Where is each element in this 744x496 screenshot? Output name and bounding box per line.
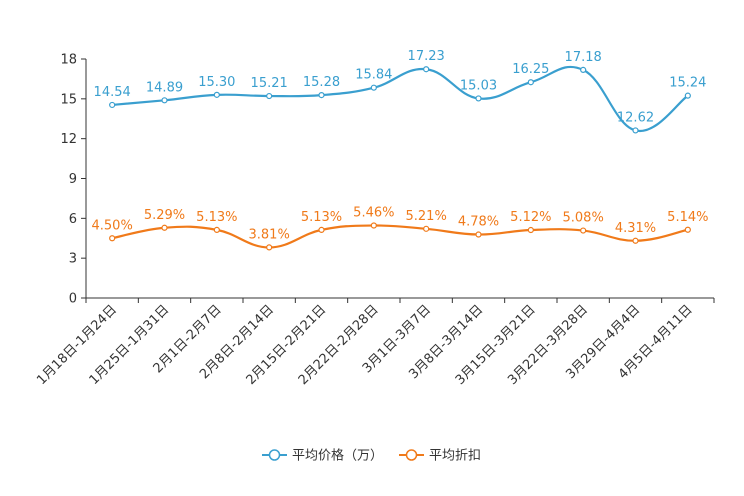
data-label: 12.62 xyxy=(617,110,654,125)
y-tick-label: 18 xyxy=(60,53,77,68)
y-tick-label: 15 xyxy=(60,92,77,107)
data-point[interactable] xyxy=(370,222,377,229)
series-0: 14.54 14.89 15.30 15.21 15.28 15.84 17.23 15.03… xyxy=(94,49,706,134)
data-label: 5.08% xyxy=(563,211,604,226)
data-label: 14.89 xyxy=(146,80,183,95)
data-label: 5.12% xyxy=(510,210,551,225)
data-label: 17.18 xyxy=(565,50,602,65)
y-tick-label: 12 xyxy=(60,132,77,147)
data-label: 5.29% xyxy=(144,208,185,223)
series-1: 4.50% 5.29% 5.13% 3.81% 5.13% 5.46% 5.21% 4.78%… xyxy=(92,206,708,251)
data-label: 16.25 xyxy=(512,62,549,77)
data-point[interactable] xyxy=(423,66,430,73)
data-label: 5.14% xyxy=(667,210,708,225)
data-label: 5.13% xyxy=(301,210,342,225)
data-point[interactable] xyxy=(684,226,691,233)
data-label: 15.03 xyxy=(460,78,497,93)
legend-label: 平均价格（万） xyxy=(292,448,383,464)
data-label: 15.30 xyxy=(198,75,235,90)
data-point[interactable] xyxy=(213,91,220,98)
data-label: 17.23 xyxy=(408,49,445,64)
data-point[interactable] xyxy=(423,225,430,232)
y-tick-label: 9 xyxy=(69,172,77,187)
data-point[interactable] xyxy=(475,95,482,102)
legend[interactable]: 平均价格（万） 平均折扣 xyxy=(262,448,481,464)
series-layer: 14.54 14.89 15.30 15.21 15.28 15.84 17.23 15.03… xyxy=(92,49,708,251)
legend-item[interactable]: 平均价格（万） xyxy=(262,448,383,464)
y-tick-label: 3 xyxy=(69,252,77,267)
data-label: 3.81% xyxy=(249,227,290,242)
data-point[interactable] xyxy=(161,97,168,104)
data-point[interactable] xyxy=(684,92,691,99)
series-line xyxy=(111,224,689,249)
data-point[interactable] xyxy=(580,227,587,234)
data-label: 14.54 xyxy=(94,85,131,100)
data-label: 4.50% xyxy=(92,218,133,233)
data-point[interactable] xyxy=(213,226,220,233)
data-point[interactable] xyxy=(370,84,377,91)
y-tick-label: 0 xyxy=(69,292,77,307)
legend-item[interactable]: 平均折扣 xyxy=(399,449,481,464)
data-label: 15.28 xyxy=(303,75,340,90)
data-label: 15.84 xyxy=(355,68,392,83)
data-point[interactable] xyxy=(475,231,482,238)
data-label: 4.31% xyxy=(615,221,656,236)
legend-marker xyxy=(405,449,418,461)
data-point[interactable] xyxy=(632,237,639,244)
y-tick-label: 6 xyxy=(69,212,77,227)
legend-marker xyxy=(268,449,281,461)
data-point[interactable] xyxy=(527,226,534,234)
data-point[interactable] xyxy=(266,244,273,251)
legend-label: 平均折扣 xyxy=(429,449,481,464)
data-point[interactable] xyxy=(632,127,639,134)
data-label: 15.24 xyxy=(669,76,706,91)
data-label: 15.21 xyxy=(251,76,288,91)
data-label: 5.46% xyxy=(353,206,394,221)
data-label: 5.13% xyxy=(196,210,237,225)
data-point[interactable] xyxy=(266,92,273,100)
data-point[interactable] xyxy=(161,224,168,231)
data-label: 5.21% xyxy=(406,209,447,224)
data-point[interactable] xyxy=(527,79,534,86)
data-point[interactable] xyxy=(580,66,587,73)
data-point[interactable] xyxy=(318,226,325,233)
data-point[interactable] xyxy=(109,235,116,242)
data-point[interactable] xyxy=(109,101,116,109)
data-label: 4.78% xyxy=(458,215,499,230)
data-point[interactable] xyxy=(318,92,325,99)
